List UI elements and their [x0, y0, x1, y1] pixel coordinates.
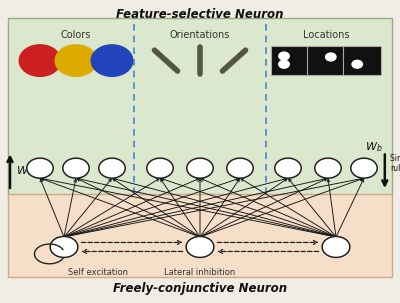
- Text: Freely-conjunctive Neuron: Freely-conjunctive Neuron: [113, 282, 287, 295]
- Circle shape: [50, 236, 78, 258]
- Text: Feature-selective Neuron: Feature-selective Neuron: [116, 8, 284, 21]
- Circle shape: [186, 236, 214, 258]
- Circle shape: [55, 45, 97, 76]
- Text: Simplified Hebbian
rule: Simplified Hebbian rule: [390, 154, 400, 173]
- Circle shape: [99, 158, 125, 178]
- Circle shape: [187, 158, 213, 178]
- FancyBboxPatch shape: [8, 18, 392, 195]
- Circle shape: [63, 158, 89, 178]
- Text: Colors: Colors: [61, 30, 91, 40]
- Circle shape: [315, 158, 341, 178]
- Circle shape: [19, 45, 61, 76]
- Text: Self excitation: Self excitation: [68, 268, 128, 277]
- Text: Locations: Locations: [303, 30, 349, 40]
- Circle shape: [326, 53, 336, 61]
- Circle shape: [27, 158, 53, 178]
- Circle shape: [275, 158, 301, 178]
- Circle shape: [352, 60, 362, 68]
- Text: Lateral inhibition: Lateral inhibition: [164, 268, 236, 277]
- Text: $W_{b}$: $W_{b}$: [365, 140, 383, 154]
- Circle shape: [322, 236, 350, 258]
- Text: $W_{d}$: $W_{d}$: [16, 164, 34, 178]
- Circle shape: [147, 158, 173, 178]
- Circle shape: [91, 45, 133, 76]
- Bar: [307, 46, 345, 75]
- Circle shape: [351, 158, 377, 178]
- Circle shape: [279, 60, 289, 68]
- Bar: [343, 46, 381, 75]
- FancyBboxPatch shape: [8, 194, 392, 277]
- Bar: [271, 46, 309, 75]
- Text: Orientations: Orientations: [170, 30, 230, 40]
- Circle shape: [279, 52, 289, 60]
- Circle shape: [227, 158, 253, 178]
